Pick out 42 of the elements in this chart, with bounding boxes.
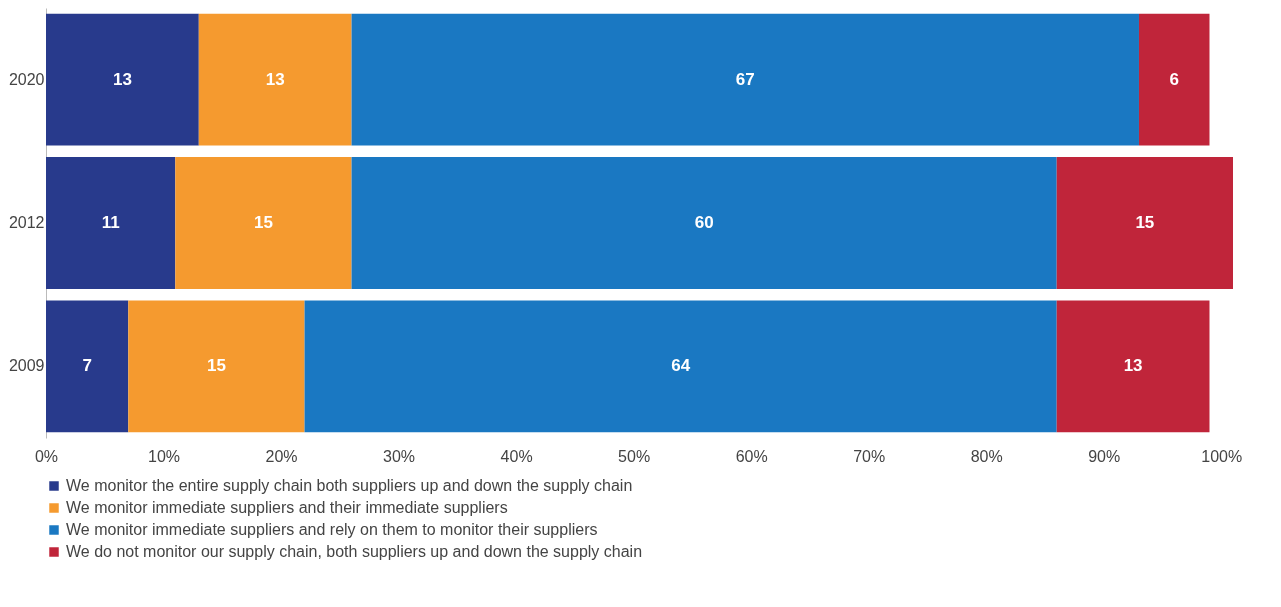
data-label: 13 (112, 69, 132, 89)
bar (46, 157, 176, 289)
bar (175, 157, 352, 289)
bar (128, 300, 305, 433)
data-label: 7 (82, 356, 92, 376)
x-tick-label: 10% (148, 447, 181, 465)
bar (351, 13, 1139, 146)
bar (198, 13, 352, 146)
data-label: 15 (1135, 213, 1155, 232)
y-tick-label: 2009 (8, 357, 45, 375)
data-label: 15 (253, 213, 273, 232)
bar (351, 157, 1057, 289)
x-tick-label: 30% (383, 447, 416, 465)
bar (1056, 300, 1210, 433)
bar (304, 300, 1057, 433)
y-tick-label: 2012 (8, 214, 45, 231)
x-tick-label: 70% (853, 447, 886, 465)
bar (1138, 13, 1210, 146)
bar (1056, 157, 1233, 289)
legend-label: We do not monitor our supply chain, both suppliers up and down the supply chain (66, 543, 643, 560)
x-tick-label: 40% (500, 447, 533, 465)
data-label: 64 (671, 356, 691, 376)
legend-label: We monitor immediate suppliers and their immediate suppliers (66, 499, 508, 516)
x-tick-label: 20% (265, 447, 298, 465)
y-tick-label: 2020 (8, 70, 45, 88)
x-tick-label: 50% (618, 447, 651, 465)
bar (46, 13, 199, 146)
data-label: 67 (735, 69, 755, 89)
x-tick-label: 60% (735, 447, 768, 465)
x-tick-label: 0% (34, 447, 59, 465)
data-label: 60 (694, 213, 714, 232)
x-tick-label: 80% (970, 447, 1003, 465)
x-tick-label: 100% (1201, 447, 1243, 465)
legend-label: We monitor immediate suppliers and rely on them to monitor their suppliers (66, 521, 598, 538)
bar (46, 300, 129, 433)
data-label: 13 (1123, 356, 1143, 376)
data-label: 11 (101, 213, 120, 232)
data-label: 15 (206, 356, 226, 376)
data-label: 6 (1169, 69, 1179, 89)
x-tick-label: 90% (1088, 447, 1121, 465)
data-label: 13 (265, 69, 285, 89)
legend-label: We monitor the entire supply chain both suppliers up and down the supply chain (66, 477, 633, 494)
